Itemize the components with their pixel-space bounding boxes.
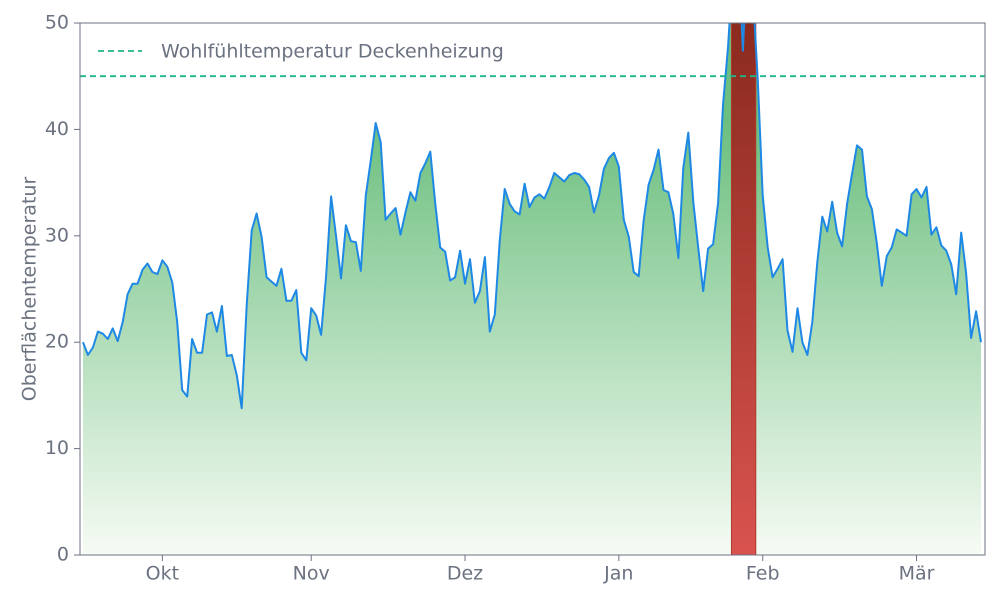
x-tick-label: Mär [899, 563, 935, 585]
y-axis-label: Oberflächentemperatur [19, 177, 41, 402]
legend-label: Wohlfühltemperatur Deckenheizung [161, 41, 504, 63]
y-tick-label: 10 [45, 437, 69, 459]
y-tick-label: 50 [45, 12, 69, 34]
x-tick-label: Dez [447, 563, 483, 585]
x-tick-label: Nov [293, 563, 330, 585]
y-tick-label: 20 [45, 331, 69, 353]
x-tick-label: Feb [746, 563, 780, 585]
line [82, 23, 982, 410]
x-tick-label: Okt [146, 563, 179, 585]
y-tick-label: 0 [57, 544, 69, 566]
x-tick-label: Jan [603, 563, 633, 585]
y-tick-label: 40 [45, 118, 69, 140]
y-tick-label: 30 [45, 224, 69, 246]
plot [82, 23, 982, 555]
highlight-band [730, 23, 757, 555]
plot-frame [79, 22, 986, 556]
area-fill [82, 23, 982, 555]
